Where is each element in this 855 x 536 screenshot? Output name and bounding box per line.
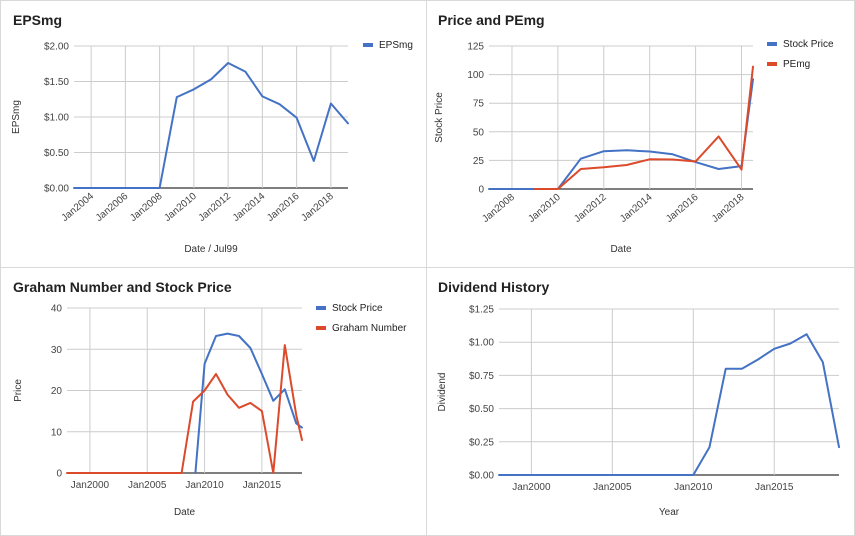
y-tick-label: 0 [478,185,484,196]
y-tick-label: 10 [51,427,63,438]
x-axis-label: Date [610,244,632,255]
y-tick-label: $0.00 [469,471,494,482]
legend-label: Graham Number [332,323,407,334]
chart-svg: EPSmg$0.00$0.50$1.00$1.50$2.00Jan2004Jan… [11,12,413,255]
x-tick-label: Jan2008 [128,191,165,224]
x-tick-label: Jan2016 [664,192,701,225]
y-tick-label: 40 [51,304,63,315]
y-axis-label: Stock Price [434,92,445,143]
y-tick-label: $0.75 [469,371,494,382]
y-tick-label: 100 [467,70,484,81]
x-tick-label: Jan2000 [512,482,551,493]
x-tick-label: Jan2010 [526,192,563,225]
chart-svg: Graham Number and Stock Price 0 10 20 30 40 Ja… [13,279,407,518]
x-tick-label: Jan2005 [128,480,167,491]
y-tick-label: $1.00 [44,113,69,124]
legend-label: EPSmg [379,40,413,51]
x-tick-label: Jan2006 [94,191,131,224]
x-tick-label: Jan2012 [197,191,234,224]
series-line-0 [498,333,840,476]
graham-chart-panel: Graham Number and Stock Price 0 10 20 30 40 Ja… [1,268,426,535]
chart-title: EPSmg [13,12,62,28]
legend-label: PEmg [783,59,810,70]
x-axis-label: Date [174,507,196,518]
price-pe-chart-panel: Price and PEmg 0 25 50 75 100 125 Jan2008 Jan201… [427,1,854,267]
series-line-1 [66,344,303,474]
x-tick-label: Jan2005 [593,482,632,493]
legend-label: Stock Price [332,303,383,314]
x-tick-label: Jan2015 [243,480,282,491]
x-axis-label: Date / Jul99 [184,244,238,255]
y-tick-label: 20 [51,386,63,397]
legend-swatch [767,62,777,66]
x-tick-label: Jan2018 [710,192,747,225]
y-tick-label: $1.50 [44,77,69,88]
legend-label: Stock Price [783,39,834,50]
y-tick-label: 75 [473,99,485,110]
legend-swatch [316,326,326,330]
y-tick-label: 30 [51,345,63,356]
chart-svg: Price and PEmg 0 25 50 75 100 125 Jan2008 Jan201… [434,12,834,255]
y-tick-label: 125 [467,42,484,53]
x-tick-label: Jan2014 [231,191,268,224]
series-line-1 [533,65,754,190]
x-tick-label: Jan2015 [755,482,794,493]
eps-chart-panel: EPSmg $0.00 $0.50 $1.00 $1.50 $2.00 Jan2004 Jan… [1,1,426,267]
series-line-0 [194,332,303,474]
chart-svg: Dividend History $0.00 $0.25 $0.50 $0.75 $1.0… [437,279,840,518]
x-tick-label: Jan2016 [265,191,302,224]
x-tick-label: Jan2010 [162,191,199,224]
y-axis-label: Price [13,379,24,402]
x-tick-label: Jan2004 [60,191,97,224]
y-tick-label: $2.00 [44,42,69,53]
y-tick-label: 0 [56,469,62,480]
y-tick-label: $0.25 [469,437,494,448]
x-axis-label: Year [659,507,680,518]
x-tick-label: Jan2014 [618,192,655,225]
x-tick-label: Jan2012 [572,192,609,225]
legend-swatch [316,306,326,310]
dividend-chart-panel: Dividend History $0.00 $0.25 $0.50 $0.75 $1.0… [427,268,854,535]
y-tick-label: $0.00 [44,184,69,195]
y-tick-label: 25 [473,156,485,167]
legend-swatch [363,43,373,47]
legend-swatch [767,42,777,46]
chart-title: Graham Number and Stock Price [13,279,232,295]
x-tick-label: Jan2008 [480,192,517,225]
series-line-0 [73,62,349,189]
y-axis-label: EPSmg [11,100,22,134]
x-tick-label: Jan2018 [299,191,336,224]
series-line-0 [488,78,754,190]
y-tick-label: $0.50 [44,148,69,159]
y-tick-label: $0.50 [469,404,494,415]
y-axis-label: Dividend [437,373,448,412]
chart-title: Dividend History [438,279,549,295]
x-tick-label: Jan2010 [185,480,224,491]
x-tick-label: Jan2000 [71,480,110,491]
chart-title: Price and PEmg [438,12,545,28]
y-tick-label: $1.00 [469,338,494,349]
x-tick-label: Jan2010 [674,482,713,493]
y-tick-label: 50 [473,127,485,138]
y-tick-label: $1.25 [469,305,494,316]
